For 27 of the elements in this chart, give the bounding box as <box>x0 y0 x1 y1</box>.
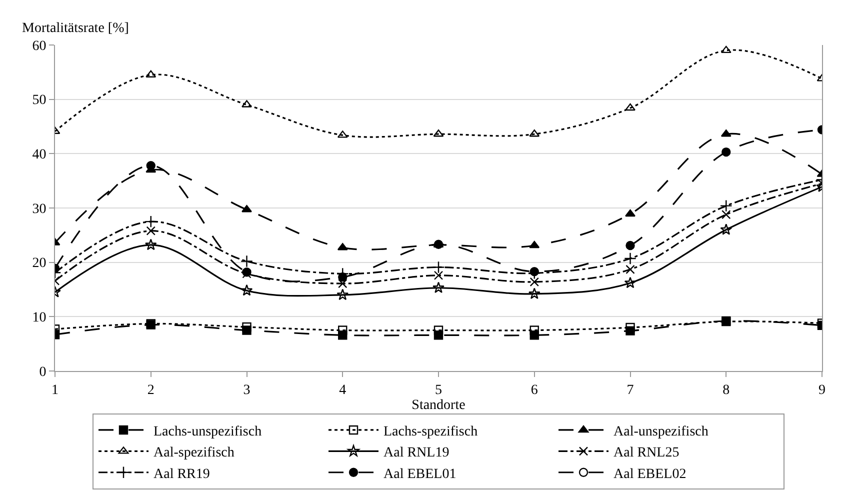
y-tick-label: 0 <box>39 364 46 380</box>
x-tick-label: 7 <box>626 382 634 398</box>
y-tick-label: 60 <box>32 38 46 54</box>
legend-label: Aal RR19 <box>154 466 210 482</box>
y-tick-label: 40 <box>32 148 46 163</box>
y-tick-label: 10 <box>32 310 46 326</box>
legend-label: Lachs-unspezifisch <box>154 424 262 440</box>
x-tick-label: 4 <box>339 382 346 398</box>
x-axis-title: Standorte <box>412 398 466 413</box>
x-tick-label: 1 <box>52 382 58 398</box>
y-tick-label: 50 <box>32 93 46 108</box>
x-tick-label: 6 <box>530 382 538 398</box>
x-tick-label: 5 <box>435 382 442 398</box>
legend-label: Aal RNL25 <box>614 446 680 461</box>
legend-label: Lachs-spezifisch <box>384 424 478 440</box>
x-tick-label: 8 <box>722 382 730 398</box>
x-tick-label: 9 <box>818 382 826 398</box>
legend-label: Aal-spezifisch <box>154 446 234 461</box>
y-axis-title: Mortalitätsrate [%] <box>22 21 129 36</box>
x-tick-label: 2 <box>147 382 154 398</box>
x-tick-label: 3 <box>243 382 250 398</box>
legend-label: Aal EBEL01 <box>384 466 456 482</box>
y-tick-label: 30 <box>32 202 46 217</box>
y-tick-label: 20 <box>32 256 46 272</box>
legend-label: Aal-unspezifisch <box>614 424 708 440</box>
legend-label: Aal EBEL02 <box>614 466 686 482</box>
legend-label: Aal RNL19 <box>384 446 450 461</box>
